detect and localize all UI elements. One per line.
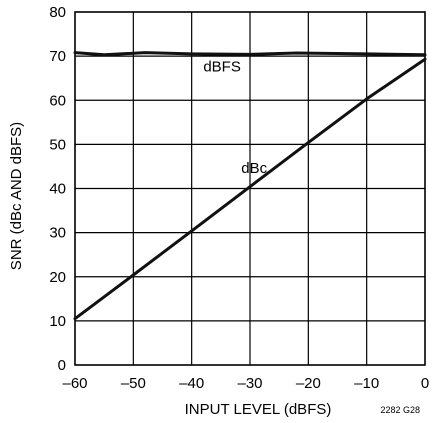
y-tick-label: 60 xyxy=(49,92,66,109)
x-tick-label: 0 xyxy=(421,375,429,392)
y-axis-label: SNR (dBc AND dBFS) xyxy=(8,122,25,270)
annotation-dbfs: dBFS xyxy=(203,59,241,76)
y-axis-tick-labels: 0 10 20 30 40 50 60 70 80 xyxy=(49,4,66,374)
y-tick-label: 0 xyxy=(58,357,66,374)
series-group xyxy=(73,51,427,321)
y-tick-label: 80 xyxy=(49,4,66,21)
y-tick-label: 30 xyxy=(49,225,66,242)
figure-code-label: 2282 G28 xyxy=(380,405,420,415)
x-tick-label: –20 xyxy=(296,375,321,392)
y-tick-label: 40 xyxy=(49,181,66,198)
y-tick-label: 70 xyxy=(49,48,66,65)
series-line-dbfs xyxy=(73,51,427,57)
plot-frame xyxy=(74,11,426,366)
x-tick-label: –60 xyxy=(62,375,87,392)
series-line-dbc xyxy=(73,57,427,321)
series-annotations: dBFS dBc xyxy=(203,59,267,177)
x-axis-tick-labels: –60 –50 –40 –30 –20 –10 0 xyxy=(62,375,429,392)
x-tick-label: –30 xyxy=(237,375,262,392)
y-tick-label: 10 xyxy=(49,313,66,330)
y-tick-label: 20 xyxy=(49,269,66,286)
y-tick-label: 50 xyxy=(49,136,66,153)
x-tick-label: –40 xyxy=(179,375,204,392)
annotation-dbc: dBc xyxy=(241,160,267,177)
x-axis-label: INPUT LEVEL (dBFS) xyxy=(185,401,332,418)
x-tick-label: –10 xyxy=(354,375,379,392)
x-tick-label: –50 xyxy=(121,375,146,392)
